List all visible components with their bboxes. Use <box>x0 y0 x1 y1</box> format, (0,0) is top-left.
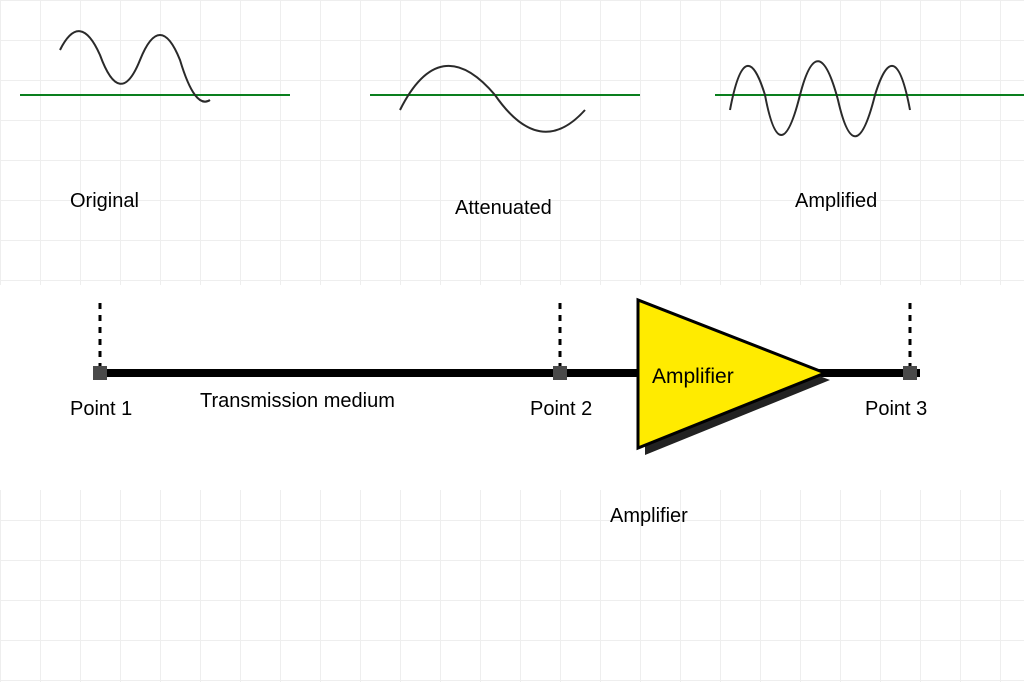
wave-original <box>60 31 210 101</box>
diagram-svg <box>0 0 1024 682</box>
wave-attenuated <box>400 66 585 132</box>
label-point-2: Point 2 <box>530 398 592 421</box>
point-2-marker <box>553 303 567 380</box>
wave-amplified <box>730 61 910 136</box>
label-amplifier-caption: Amplifier <box>610 505 688 528</box>
label-original: Original <box>70 190 139 213</box>
point-1-marker <box>93 303 107 380</box>
label-amplifier-inside: Amplifier <box>652 365 734 389</box>
label-point-3: Point 3 <box>865 398 927 421</box>
label-attenuated: Attenuated <box>455 197 552 220</box>
label-transmission-medium: Transmission medium <box>200 390 395 413</box>
point-3-marker <box>903 303 917 380</box>
label-amplified: Amplified <box>795 190 877 213</box>
label-point-1: Point 1 <box>70 398 132 421</box>
